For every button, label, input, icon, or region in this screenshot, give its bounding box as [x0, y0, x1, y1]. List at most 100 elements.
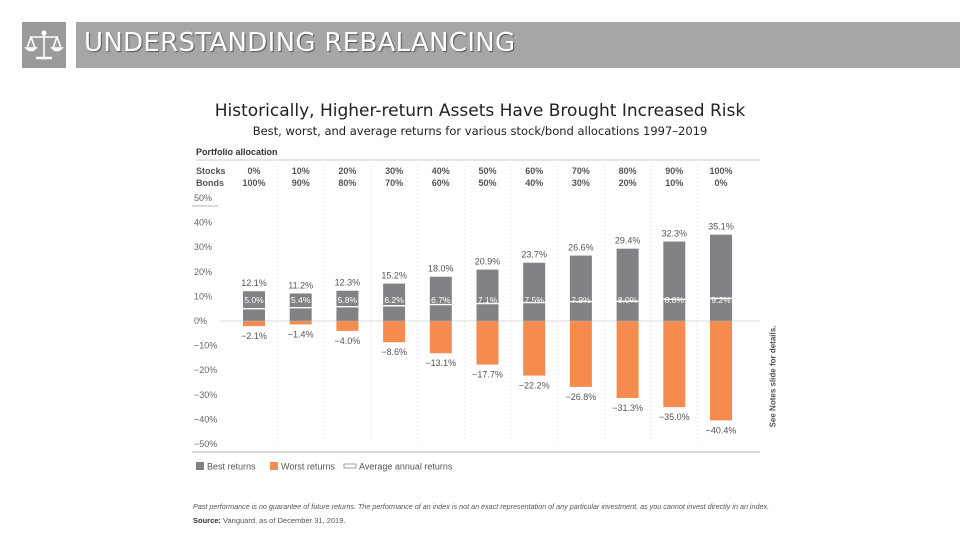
worst-return-label: −26.8% — [566, 392, 597, 402]
best-return-label: 15.2% — [381, 271, 407, 281]
worst-return-label: −1.4% — [288, 329, 314, 339]
best-return-bar — [523, 262, 546, 321]
bonds-allocation-label: 20% — [619, 178, 637, 188]
y-tick-label: 20% — [194, 267, 212, 277]
legend-swatch-best — [196, 462, 204, 470]
average-return-label: 8.0% — [618, 295, 638, 305]
bonds-allocation-label: 90% — [292, 178, 310, 188]
bonds-allocation-label: 100% — [242, 178, 265, 188]
best-return-bar — [243, 291, 265, 321]
legend-swatch-worst — [270, 462, 278, 470]
source-text: Vanguard, as of December 31, 2019. — [223, 516, 346, 525]
worst-return-bar — [569, 321, 592, 387]
bonds-allocation-label: 10% — [665, 178, 683, 188]
source-label: Source: — [193, 516, 221, 525]
allocation-heading: Portfolio allocation — [196, 147, 278, 157]
page-title: UNDERSTANDING REBALANCING — [84, 28, 516, 58]
best-return-bar — [336, 290, 359, 321]
y-tick-label: 10% — [194, 291, 212, 301]
worst-return-bar — [243, 321, 265, 327]
best-return-label: 29.4% — [615, 236, 641, 246]
worst-return-bar — [429, 321, 452, 354]
worst-return-label: −17.7% — [472, 370, 503, 380]
best-return-bar — [663, 241, 686, 321]
stocks-allocation-label: 90% — [665, 166, 683, 176]
y-tick-label: 40% — [194, 218, 212, 228]
y-tick-label: −50% — [194, 439, 217, 449]
bonds-allocation-label: 60% — [432, 178, 450, 188]
chart-subtitle: Best, worst, and average returns for var… — [252, 124, 708, 138]
worst-return-label: −8.6% — [381, 347, 407, 357]
side-note: See Notes slide for details. — [768, 325, 778, 428]
stocks-allocation-label: 100% — [709, 166, 732, 176]
worst-return-label: −40.4% — [706, 425, 737, 435]
y-tick-label: −10% — [194, 341, 217, 351]
stocks-allocation-label: 60% — [525, 166, 543, 176]
scales-of-justice-icon — [24, 30, 64, 60]
average-return-label: 9.2% — [711, 295, 731, 305]
y-tick-label: 50% — [194, 193, 212, 203]
stocks-allocation-label: 80% — [619, 166, 637, 176]
legend-swatch-average — [343, 463, 357, 469]
best-return-label: 26.6% — [568, 243, 594, 253]
stocks-allocation-label: 10% — [292, 166, 310, 176]
best-return-label: 12.3% — [335, 278, 361, 288]
header-bar: UNDERSTANDING REBALANCING — [76, 22, 960, 68]
stocks-allocation-label: 50% — [478, 166, 496, 176]
bonds-allocation-label: 30% — [572, 178, 590, 188]
source-line: Source: Vanguard, as of December 31, 201… — [193, 516, 345, 525]
best-return-bar — [429, 276, 452, 321]
chart-title: Historically, Higher-return Assets Have … — [214, 101, 746, 121]
best-return-label: 18.0% — [428, 264, 454, 274]
bonds-allocation-label: 0% — [714, 178, 727, 188]
stocks-allocation-label: 20% — [338, 166, 356, 176]
worst-return-bar — [710, 321, 732, 421]
y-tick-label: 0% — [194, 316, 207, 326]
worst-return-bar — [476, 321, 499, 365]
stocks-allocation-label: 70% — [572, 166, 590, 176]
stocks-allocation-label: 40% — [432, 166, 450, 176]
best-return-bar — [569, 255, 592, 321]
y-tick-label: −20% — [194, 365, 217, 375]
bonds-allocation-label: 50% — [478, 178, 496, 188]
worst-return-bar — [336, 321, 359, 331]
y-tick-label: 30% — [194, 242, 212, 252]
y-tick-label: −30% — [194, 390, 217, 400]
worst-return-bar — [616, 321, 639, 398]
logo-box — [22, 22, 66, 68]
average-return-label: 6.2% — [384, 295, 404, 305]
worst-return-label: −2.1% — [241, 331, 267, 341]
worst-return-bar — [383, 321, 406, 343]
best-return-bar — [476, 269, 499, 321]
average-return-label: 7.5% — [525, 295, 545, 305]
bonds-allocation-label: 40% — [525, 178, 543, 188]
average-return-label: 7.9% — [571, 295, 591, 305]
worst-return-bar — [523, 321, 546, 376]
worst-return-label: −22.2% — [519, 381, 550, 391]
worst-return-label: −4.0% — [335, 336, 361, 346]
row-label-bonds: Bonds — [196, 178, 224, 188]
average-return-label: 6.7% — [431, 295, 451, 305]
best-return-label: 32.3% — [662, 229, 688, 239]
best-return-label: 35.1% — [708, 222, 734, 232]
stocks-allocation-label: 30% — [385, 166, 403, 176]
legend-label-average: Average annual returns — [359, 462, 453, 472]
worst-return-bar — [289, 321, 312, 325]
bonds-allocation-label: 80% — [338, 178, 356, 188]
worst-return-label: −31.3% — [612, 403, 643, 413]
best-return-label: 20.9% — [475, 257, 501, 267]
best-return-bar — [710, 234, 732, 321]
best-return-bar — [383, 283, 406, 321]
best-return-label: 11.2% — [288, 280, 313, 290]
y-tick-label: −40% — [194, 414, 217, 424]
worst-return-label: −13.1% — [425, 358, 456, 368]
row-label-stocks: Stocks — [196, 166, 226, 176]
best-return-bar — [616, 248, 639, 321]
average-return-label: 5.4% — [291, 295, 311, 305]
best-return-label: 12.1% — [241, 278, 267, 288]
average-return-label: 8.8% — [665, 295, 685, 305]
stocks-allocation-label: 0% — [247, 166, 260, 176]
average-return-label: 7.1% — [478, 295, 498, 305]
worst-return-bar — [663, 321, 686, 408]
